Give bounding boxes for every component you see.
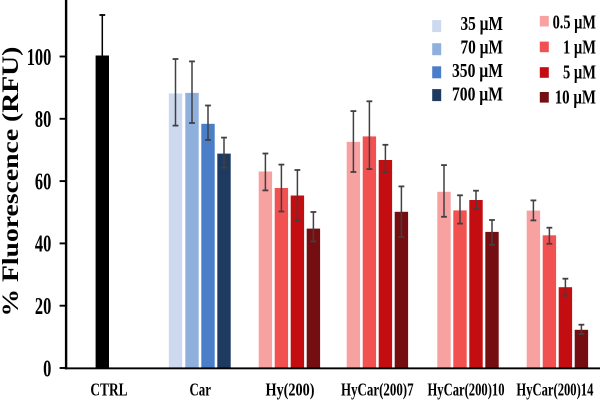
svg-text:CTRL: CTRL [90,379,127,399]
svg-text:HyCar(200)7: HyCar(200)7 [341,379,414,399]
svg-text:Hy(200): Hy(200) [266,379,315,399]
svg-text:100: 100 [27,44,52,71]
svg-text:1 µM: 1 µM [563,37,596,59]
svg-text:60: 60 [35,168,51,195]
svg-text:350 µM: 350 µM [452,61,503,82]
svg-text:10 µM: 10 µM [555,86,596,108]
svg-text:5 µM: 5 µM [563,62,596,84]
svg-text:20: 20 [35,293,51,320]
svg-text:700 µM: 700 µM [452,84,503,105]
svg-text:HyCar(200)14: HyCar(200)14 [516,379,593,399]
svg-text:0.5 µM: 0.5 µM [553,12,596,34]
svg-text:0: 0 [43,355,51,382]
svg-text:35 µM: 35 µM [461,14,504,35]
svg-text:Car: Car [189,379,211,399]
svg-text:70 µM: 70 µM [461,38,504,59]
svg-text:% Fluorescence (RFU): % Fluorescence (RFU) [0,47,23,317]
svg-text:HyCar(200)10: HyCar(200)10 [428,379,505,399]
svg-text:40: 40 [35,231,51,258]
svg-text:80: 80 [35,106,51,133]
